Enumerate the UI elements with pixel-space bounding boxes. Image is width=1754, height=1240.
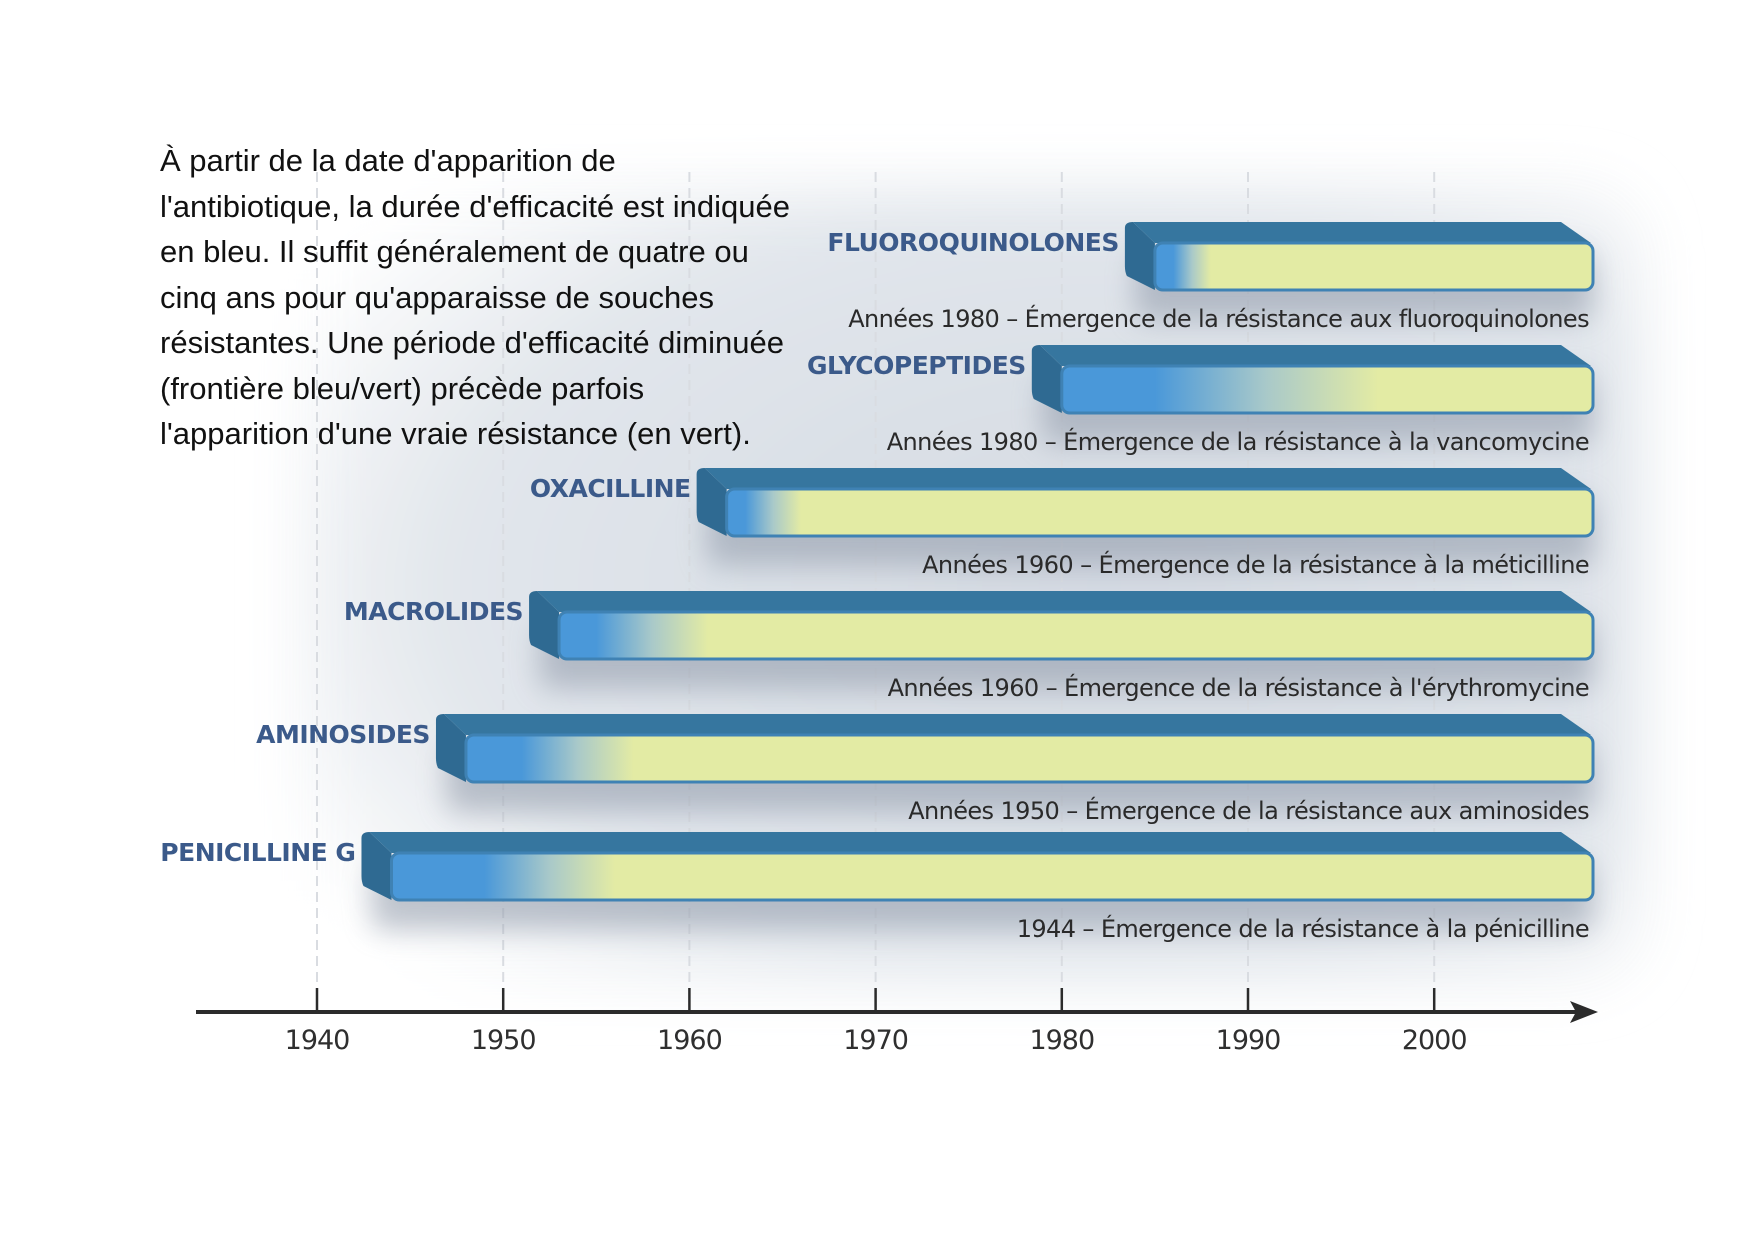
resistance-annotation: Années 1960 – Émergence de la résistance… <box>922 550 1589 579</box>
bar-face <box>389 851 1595 902</box>
tick-label-2000: 2000 <box>1402 1025 1467 1056</box>
bar-face <box>557 610 1595 661</box>
tick-label-1960: 1960 <box>657 1025 722 1056</box>
tick-label-1950: 1950 <box>471 1025 536 1056</box>
x-axis: 1940 1950 1960 1970 1980 1990 2000 <box>196 988 1598 1056</box>
tick-label-1980: 1980 <box>1029 1025 1094 1056</box>
bar-glycopeptides: GLYCOPEPTIDES Années 1980 – Émergence de … <box>807 345 1595 456</box>
bar-side <box>696 468 727 536</box>
bar-side <box>1124 222 1155 290</box>
resistance-annotation: Années 1980 – Émergence de la résistance… <box>848 304 1589 333</box>
intro-paragraph: À partir de la date d'apparition de l'an… <box>160 138 900 457</box>
row-label: MACROLIDES <box>344 597 523 626</box>
bar-side <box>1031 345 1062 413</box>
intro-line: l'antibiotique, la durée d'efficacité es… <box>160 188 790 224</box>
intro-line: l'apparition d'une vraie résistance (en … <box>160 416 751 451</box>
bar-face <box>464 733 1595 784</box>
bar-top <box>537 591 1591 612</box>
bar-top <box>704 468 1591 489</box>
tick-label-1940: 1940 <box>285 1025 350 1056</box>
tick-label-1990: 1990 <box>1216 1025 1281 1056</box>
bar-top <box>369 832 1592 853</box>
bar-side <box>435 714 466 782</box>
row-label: AMINOSIDES <box>256 720 430 749</box>
bar-fluoroquinolones: FLUOROQUINOLONES Années 1980 – Émergence … <box>827 222 1595 333</box>
intro-line: (frontière bleu/vert) précède parfois <box>160 370 645 406</box>
intro-line: résistantes. Une période d'efficacité di… <box>160 325 784 360</box>
bar-face <box>1060 364 1595 415</box>
intro-line: en bleu. Il suffit généralement de quatr… <box>160 234 749 269</box>
bar-side <box>361 832 392 900</box>
bar-top <box>443 714 1592 735</box>
tick-label-1970: 1970 <box>843 1025 908 1056</box>
resistance-annotation: Années 1980 – Émergence de la résistance… <box>887 427 1589 456</box>
bar-face <box>1153 241 1595 292</box>
axis-arrow-icon <box>1570 1001 1598 1023</box>
bar-penicilline-g: PENICILLINE G 1944 – Émergence de la rési… <box>160 832 1595 943</box>
bar-aminosides: AMINOSIDES Années 1950 – Émergence de la … <box>256 714 1595 825</box>
row-label: GLYCOPEPTIDES <box>807 351 1026 380</box>
intro-line: À partir de la date d'apparition de <box>160 143 616 178</box>
bars-group: FLUOROQUINOLONES Années 1980 – Émergence … <box>160 222 1595 943</box>
intro-line: cinq ans pour qu'apparaisse de souches <box>160 279 714 315</box>
bar-macrolides: MACROLIDES Années 1960 – Émergence de la … <box>344 591 1595 702</box>
resistance-annotation: Années 1950 – Émergence de la résistance… <box>908 796 1589 825</box>
resistance-annotation: 1944 – Émergence de la résistance à la p… <box>1017 914 1589 943</box>
resistance-annotation: Années 1960 – Émergence de la résistance… <box>888 673 1589 702</box>
bar-face <box>725 487 1595 538</box>
bar-oxacilline: OXACILLINE Années 1960 – Émergence de la … <box>530 468 1595 579</box>
bar-side <box>529 591 560 659</box>
row-label: FLUOROQUINOLONES <box>827 228 1119 257</box>
bar-top <box>1039 345 1591 366</box>
row-label: OXACILLINE <box>530 474 691 503</box>
bar-top <box>1132 222 1591 243</box>
row-label: PENICILLINE G <box>160 838 355 867</box>
